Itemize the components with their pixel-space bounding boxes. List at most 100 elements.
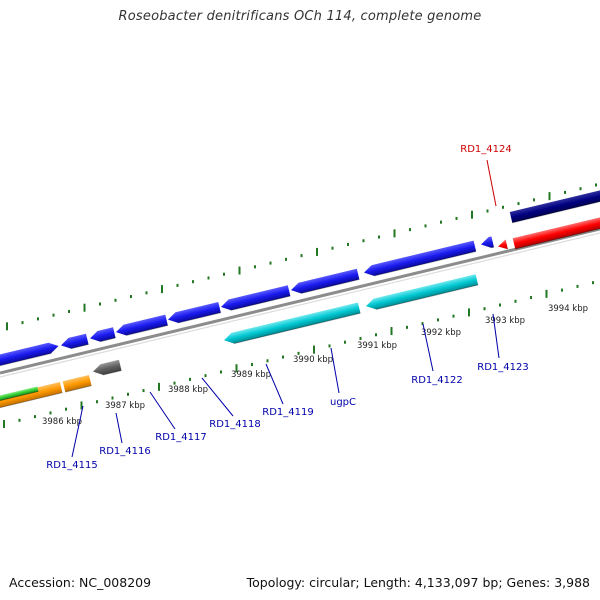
gene-body: [481, 236, 494, 248]
orange-feature-a: [0, 381, 63, 418]
kbp-label: 3987 kbp: [105, 401, 145, 411]
leader-line: [201, 377, 234, 417]
inner-minor-tick: [142, 389, 145, 393]
outer-minor-tick: [409, 228, 411, 232]
outer-major-tick: [548, 192, 551, 201]
outer-major-tick: [83, 303, 86, 312]
gene-edge: [70, 343, 89, 350]
orange-feature-b: [62, 374, 92, 393]
gene-ugpc: [224, 302, 361, 344]
outer-minor-tick: [347, 242, 349, 246]
outer-minor-tick: [192, 280, 194, 284]
gene-body: [168, 301, 221, 323]
gene-label: RD1_4118: [209, 419, 260, 430]
gene-label: RD1_4115: [46, 460, 97, 471]
gene-edge: [512, 194, 600, 224]
gene-label: ugpC: [330, 397, 356, 408]
outer-minor-tick: [564, 190, 566, 194]
inner-minor-tick: [561, 288, 563, 292]
leader-line: [330, 347, 340, 394]
gene-edge: [0, 352, 52, 374]
gene-edge: [0, 392, 63, 418]
outer-minor-tick: [440, 220, 442, 224]
outer-major-tick: [161, 285, 163, 294]
gene-edge: [233, 312, 361, 344]
inner-minor-tick: [189, 377, 191, 381]
genome-backbone: [0, 227, 600, 378]
outer-minor-tick: [424, 224, 427, 228]
gene-edge: [0, 390, 39, 411]
backbone-line: [0, 227, 600, 375]
inner-minor-tick: [282, 355, 284, 359]
gene-rd1-4124: [512, 208, 600, 250]
outer-minor-tick: [37, 317, 39, 321]
gene-body: [0, 381, 63, 417]
gene-label: RD1_4116: [99, 446, 150, 457]
inner-minor-tick: [65, 407, 67, 411]
inner-minor-tick: [96, 400, 98, 404]
outer-minor-tick: [517, 202, 520, 206]
outer-major-tick: [238, 266, 241, 275]
gene-body: [221, 285, 291, 311]
outer-minor-tick: [595, 183, 597, 187]
outer-minor-tick: [130, 295, 132, 299]
inner-minor-tick: [34, 415, 36, 419]
inner-minor-tick: [204, 374, 207, 378]
gene-body: [116, 314, 168, 336]
gene-rd1-4116: [90, 327, 116, 343]
gene-label: RD1_4123: [477, 362, 528, 373]
outer-minor-tick: [285, 257, 287, 261]
outer-major-tick: [393, 229, 396, 238]
inner-minor-tick: [49, 411, 52, 415]
inner-major-tick: [235, 364, 238, 373]
leader-line: [492, 313, 500, 359]
gene-rd1-4118: [168, 301, 221, 324]
gene-rd1-4115: [61, 333, 89, 350]
inner-minor-tick: [576, 284, 579, 288]
gene-label: RD1_4117: [155, 432, 206, 443]
gene-body: [509, 184, 600, 223]
outer-minor-tick: [331, 246, 334, 250]
kbp-label: 3988 kbp: [168, 385, 208, 395]
inner-minor-tick: [592, 281, 594, 285]
gene-body: [498, 239, 508, 250]
leader-line: [265, 363, 284, 405]
gene-body: [90, 327, 116, 342]
gene-edge: [102, 370, 122, 376]
outer-major-tick: [316, 247, 318, 256]
leader-line: [486, 159, 497, 207]
gene-body: [0, 342, 59, 373]
gene-edge: [375, 284, 479, 310]
inner-minor-tick: [359, 336, 362, 340]
kbp-label: 3989 kbp: [231, 370, 271, 380]
gene-rd1-4117: [116, 314, 168, 336]
inner-minor-tick: [514, 299, 517, 303]
backbone-shadow: [0, 232, 600, 378]
inner-minor-tick: [173, 381, 176, 385]
gene-body: [224, 302, 361, 344]
gene-rd1-4116-grey: [93, 359, 122, 376]
gene-body: [512, 208, 600, 249]
outer-minor-tick: [502, 205, 504, 209]
accession-label: Accession: NC_008209: [9, 575, 152, 590]
gene-edge: [300, 278, 360, 294]
kbp-label: 3993 kbp: [485, 316, 525, 326]
leader-line: [149, 391, 176, 430]
gene-rd1-4121: [364, 240, 477, 277]
inner-major-tick: [468, 308, 470, 317]
outer-minor-tick: [579, 187, 582, 191]
outer-minor-tick: [269, 261, 272, 265]
inner-minor-tick: [297, 351, 300, 355]
outer-minor-tick: [68, 309, 70, 313]
gene-edge: [99, 337, 116, 343]
inner-minor-tick: [437, 318, 439, 322]
outer-minor-tick: [486, 209, 489, 213]
outer-minor-tick: [21, 321, 24, 325]
gene-rd1-4119: [221, 285, 291, 311]
genome-summary: Topology: circular; Length: 4,133,097 bp…: [246, 575, 590, 590]
gene-label: RD1_4119: [262, 407, 313, 418]
gene-label: RD1_4124: [460, 144, 511, 155]
outer-minor-tick: [223, 272, 225, 276]
